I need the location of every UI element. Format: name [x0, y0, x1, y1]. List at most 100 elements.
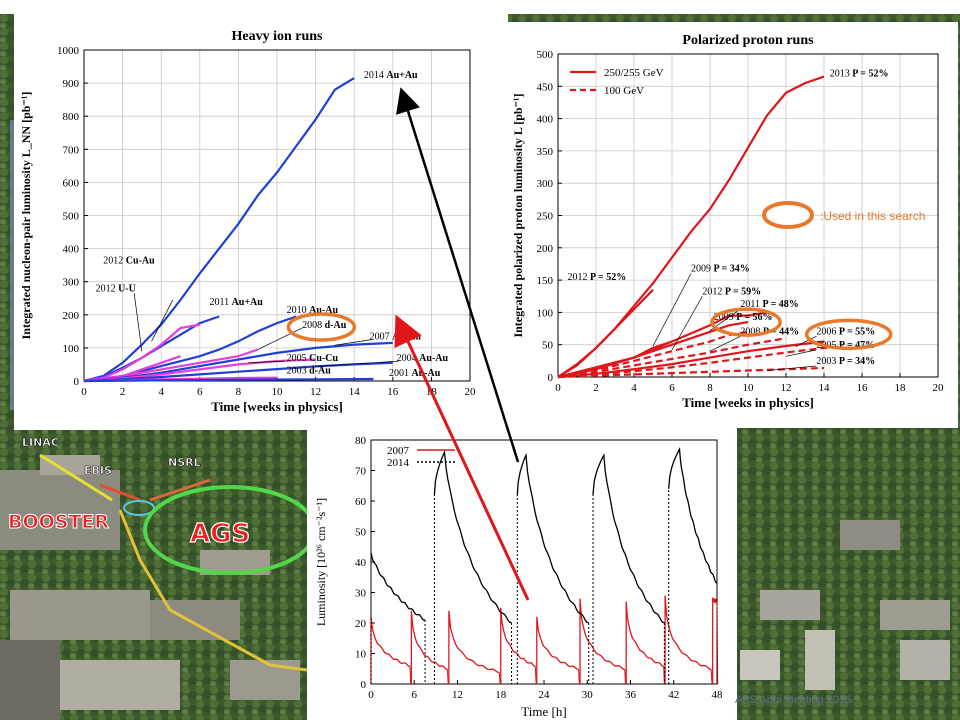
series-label-name: P = 47% — [839, 340, 875, 351]
series-line — [557, 337, 787, 379]
polarized-proton-chart-panel: 0 2 4 6 8 10 12 14 16 18 20 0 50 100 150 200 250 300 350 40… — [508, 22, 958, 428]
series-2007-store — [448, 610, 500, 685]
luminosity-time-chart: 0 6 12 18 24 30 36 42 48 0 10 20 30 40 50 60 70 80 Time [h… — [314, 435, 724, 719]
series-label: 2012 P = 59% — [702, 286, 761, 297]
series-label-name: P = 56% — [736, 312, 772, 323]
series-label-name: Cu-Cu — [309, 353, 338, 364]
x-tick-label: 24 — [539, 689, 551, 701]
series-2014-store — [433, 449, 512, 624]
chart-title: Heavy ion runs — [231, 29, 323, 44]
series-label: 2007 Au-Au — [370, 332, 422, 343]
y-tick-label: 0 — [361, 679, 367, 691]
series-label-year: 2011 — [209, 297, 231, 308]
series-label-year: 2005 — [287, 353, 310, 364]
y-tick-label: 100 — [63, 343, 80, 355]
series-2007-store — [579, 598, 625, 685]
x-tick-label: 48 — [712, 689, 724, 701]
label-leader-line — [671, 296, 703, 351]
label-leader-line — [133, 293, 143, 352]
y-tick-label: 1000 — [57, 45, 80, 57]
legend-label: 2014 — [387, 457, 410, 469]
series-label-name: P = 34% — [839, 356, 875, 367]
y-tick-label: 900 — [63, 78, 80, 90]
series-label-year: 2001 — [389, 368, 412, 379]
y-axis-label: Luminosity [10²⁶ cm⁻²s⁻¹] — [314, 498, 328, 626]
ebis-line — [99, 483, 141, 502]
series-line — [557, 289, 654, 378]
label-leader-line — [766, 365, 817, 371]
series-label: 2001 Au-Au — [389, 368, 441, 379]
series-label-year: 2003 — [816, 356, 839, 367]
series-label-year: 2013 — [830, 69, 853, 80]
series-label-year: 2007 — [370, 332, 393, 343]
x-axis-label: Time [weeks in physics] — [211, 399, 343, 414]
y-axis-label: Integrated polarized proton luminosity L… — [511, 93, 525, 337]
x-tick-label: 4 — [631, 382, 637, 394]
series-line — [83, 377, 374, 383]
series-label-year: 2012 — [103, 255, 126, 266]
series-2014-store — [516, 452, 589, 624]
series-label: 2011 P = 48% — [740, 299, 798, 310]
series-label-name: d-Au — [309, 366, 331, 377]
series-label-name: Au-Au — [419, 353, 448, 364]
linac-label: LINAC — [22, 436, 59, 449]
series-line — [557, 345, 844, 379]
y-tick-label: 200 — [63, 310, 80, 322]
x-tick-label: 20 — [465, 386, 477, 398]
series-label-name: Au+Au — [386, 70, 418, 81]
x-tick-label: 14 — [819, 382, 831, 394]
y-tick-label: 400 — [537, 114, 554, 126]
series-label: 2008 P = 44% — [740, 326, 799, 337]
series-2007-store — [500, 607, 536, 685]
series-2007-dump — [409, 666, 412, 685]
used-in-search-marker — [762, 201, 814, 229]
y-tick-label: 50 — [542, 340, 554, 352]
legend-label: 100 GeV — [604, 85, 644, 97]
series-label: 2013 P = 52% — [830, 69, 889, 80]
y-axis-label: Integrated nucleon-pair luminosity L_NN … — [19, 92, 33, 340]
series-label: 2012 U-U — [96, 284, 136, 295]
x-axis-label: Time [weeks in physics] — [682, 395, 814, 410]
heavy-ion-chart: 0 2 4 6 8 10 12 14 16 18 2001002003004005006007008… — [19, 29, 477, 414]
x-tick-label: 42 — [668, 689, 679, 701]
y-tick-label: 0 — [74, 376, 80, 388]
series-label-year: 2009 — [691, 264, 714, 275]
used-highlight-2009-p56 — [710, 307, 782, 337]
series-2007-dump — [710, 669, 713, 685]
y-tick-label: 20 — [355, 618, 367, 630]
x-tick-label: 0 — [81, 386, 87, 398]
used-highlight-2006-p55 — [804, 318, 893, 351]
chart-title: Polarized proton runs — [682, 33, 814, 48]
series-2014-store — [668, 447, 718, 584]
series-label-year: 2004 — [397, 353, 420, 364]
used-in-search-legend: :Used in this search — [762, 201, 925, 229]
y-tick-label: 300 — [63, 277, 80, 289]
series-2007-store — [370, 616, 411, 684]
label-leader-line — [151, 299, 174, 342]
polarized-proton-chart: 0 2 4 6 8 10 12 14 16 18 2005010015020025030035040… — [511, 33, 945, 410]
series-2007-store — [712, 597, 718, 685]
series-label: 2003 d-Au — [287, 366, 332, 377]
y-tick-label: 600 — [63, 177, 80, 189]
series-label-name: P = 44% — [763, 326, 799, 337]
series-label-name: P = 52% — [852, 69, 888, 80]
series-label: 2009 P = 34% — [691, 264, 750, 275]
nsrl-label: NSRL — [168, 456, 201, 469]
y-tick-label: 500 — [537, 49, 554, 61]
series-label: 2011 Au+Au — [209, 297, 263, 308]
series-line — [557, 321, 749, 379]
x-tick-label: 20 — [933, 382, 945, 394]
y-tick-label: 450 — [537, 81, 554, 93]
series-2007-store — [625, 601, 664, 685]
series-label: 2009 P = 56% — [714, 312, 773, 323]
x-tick-label: 12 — [452, 689, 463, 701]
x-tick-label: 14 — [349, 386, 361, 398]
series-label-name: d-Au — [325, 320, 347, 331]
x-tick-label: 12 — [781, 382, 792, 394]
x-tick-label: 0 — [555, 382, 561, 394]
x-tick-label: 6 — [412, 689, 418, 701]
y-tick-label: 30 — [355, 588, 367, 600]
y-tick-label: 150 — [537, 275, 554, 287]
y-tick-label: 700 — [63, 144, 80, 156]
series-label-year: 2011 — [740, 299, 762, 310]
